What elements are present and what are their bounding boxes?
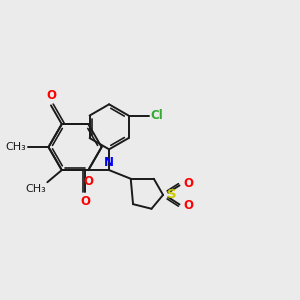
Text: CH₃: CH₃: [25, 184, 46, 194]
Text: O: O: [83, 175, 93, 188]
Text: Cl: Cl: [151, 109, 163, 122]
Text: O: O: [183, 200, 193, 212]
Text: O: O: [183, 178, 193, 190]
Text: O: O: [46, 89, 56, 103]
Text: CH₃: CH₃: [5, 142, 26, 152]
Text: S: S: [167, 188, 177, 201]
Text: N: N: [104, 156, 114, 169]
Text: O: O: [80, 195, 90, 208]
